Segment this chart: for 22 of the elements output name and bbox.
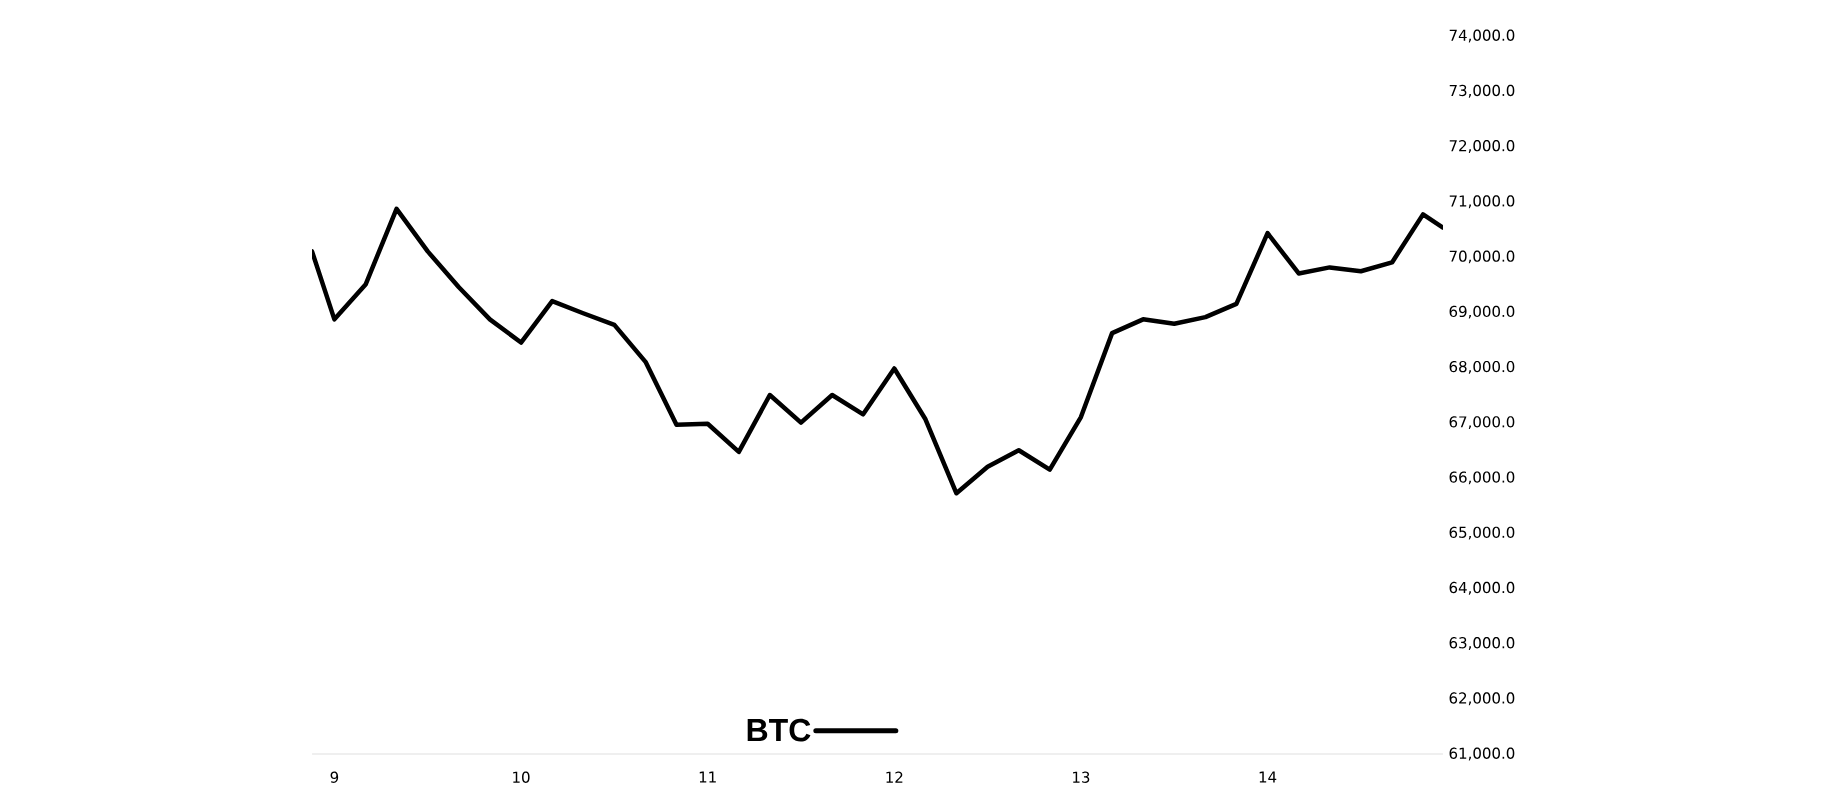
x-tick-label: 10 xyxy=(513,771,530,783)
y-tick-label: 69,000.0 xyxy=(1449,305,1515,319)
y-tick-label: 65,000.0 xyxy=(1449,526,1515,540)
y-tick-label: 71,000.0 xyxy=(1449,195,1515,209)
x-tick-label: 12 xyxy=(886,771,903,783)
y-tick-label: 61,000.0 xyxy=(1449,747,1515,761)
x-tick-label: 14 xyxy=(1259,771,1277,783)
y-tick-label: 68,000.0 xyxy=(1449,360,1515,374)
y-tick-label: 62,000.0 xyxy=(1449,692,1515,706)
x-tick-label: 9 xyxy=(330,771,339,783)
y-tick-label: 74,000.0 xyxy=(1449,29,1515,43)
y-tick-label: 66,000.0 xyxy=(1449,471,1515,485)
y-tick-label: 67,000.0 xyxy=(1449,416,1515,430)
y-tick-label: 64,000.0 xyxy=(1449,581,1515,595)
line-series xyxy=(312,206,1443,496)
y-tick-label: 63,000.0 xyxy=(1449,637,1515,650)
legend-label: BTC xyxy=(747,718,811,742)
y-tick-label: 70,000.0 xyxy=(1449,250,1515,264)
y-tick-label: 72,000.0 xyxy=(1449,140,1515,153)
x-tick-label: 13 xyxy=(1073,771,1090,783)
y-tick-label: 73,000.0 xyxy=(1449,84,1515,98)
x-tick-label: 11 xyxy=(699,771,716,783)
